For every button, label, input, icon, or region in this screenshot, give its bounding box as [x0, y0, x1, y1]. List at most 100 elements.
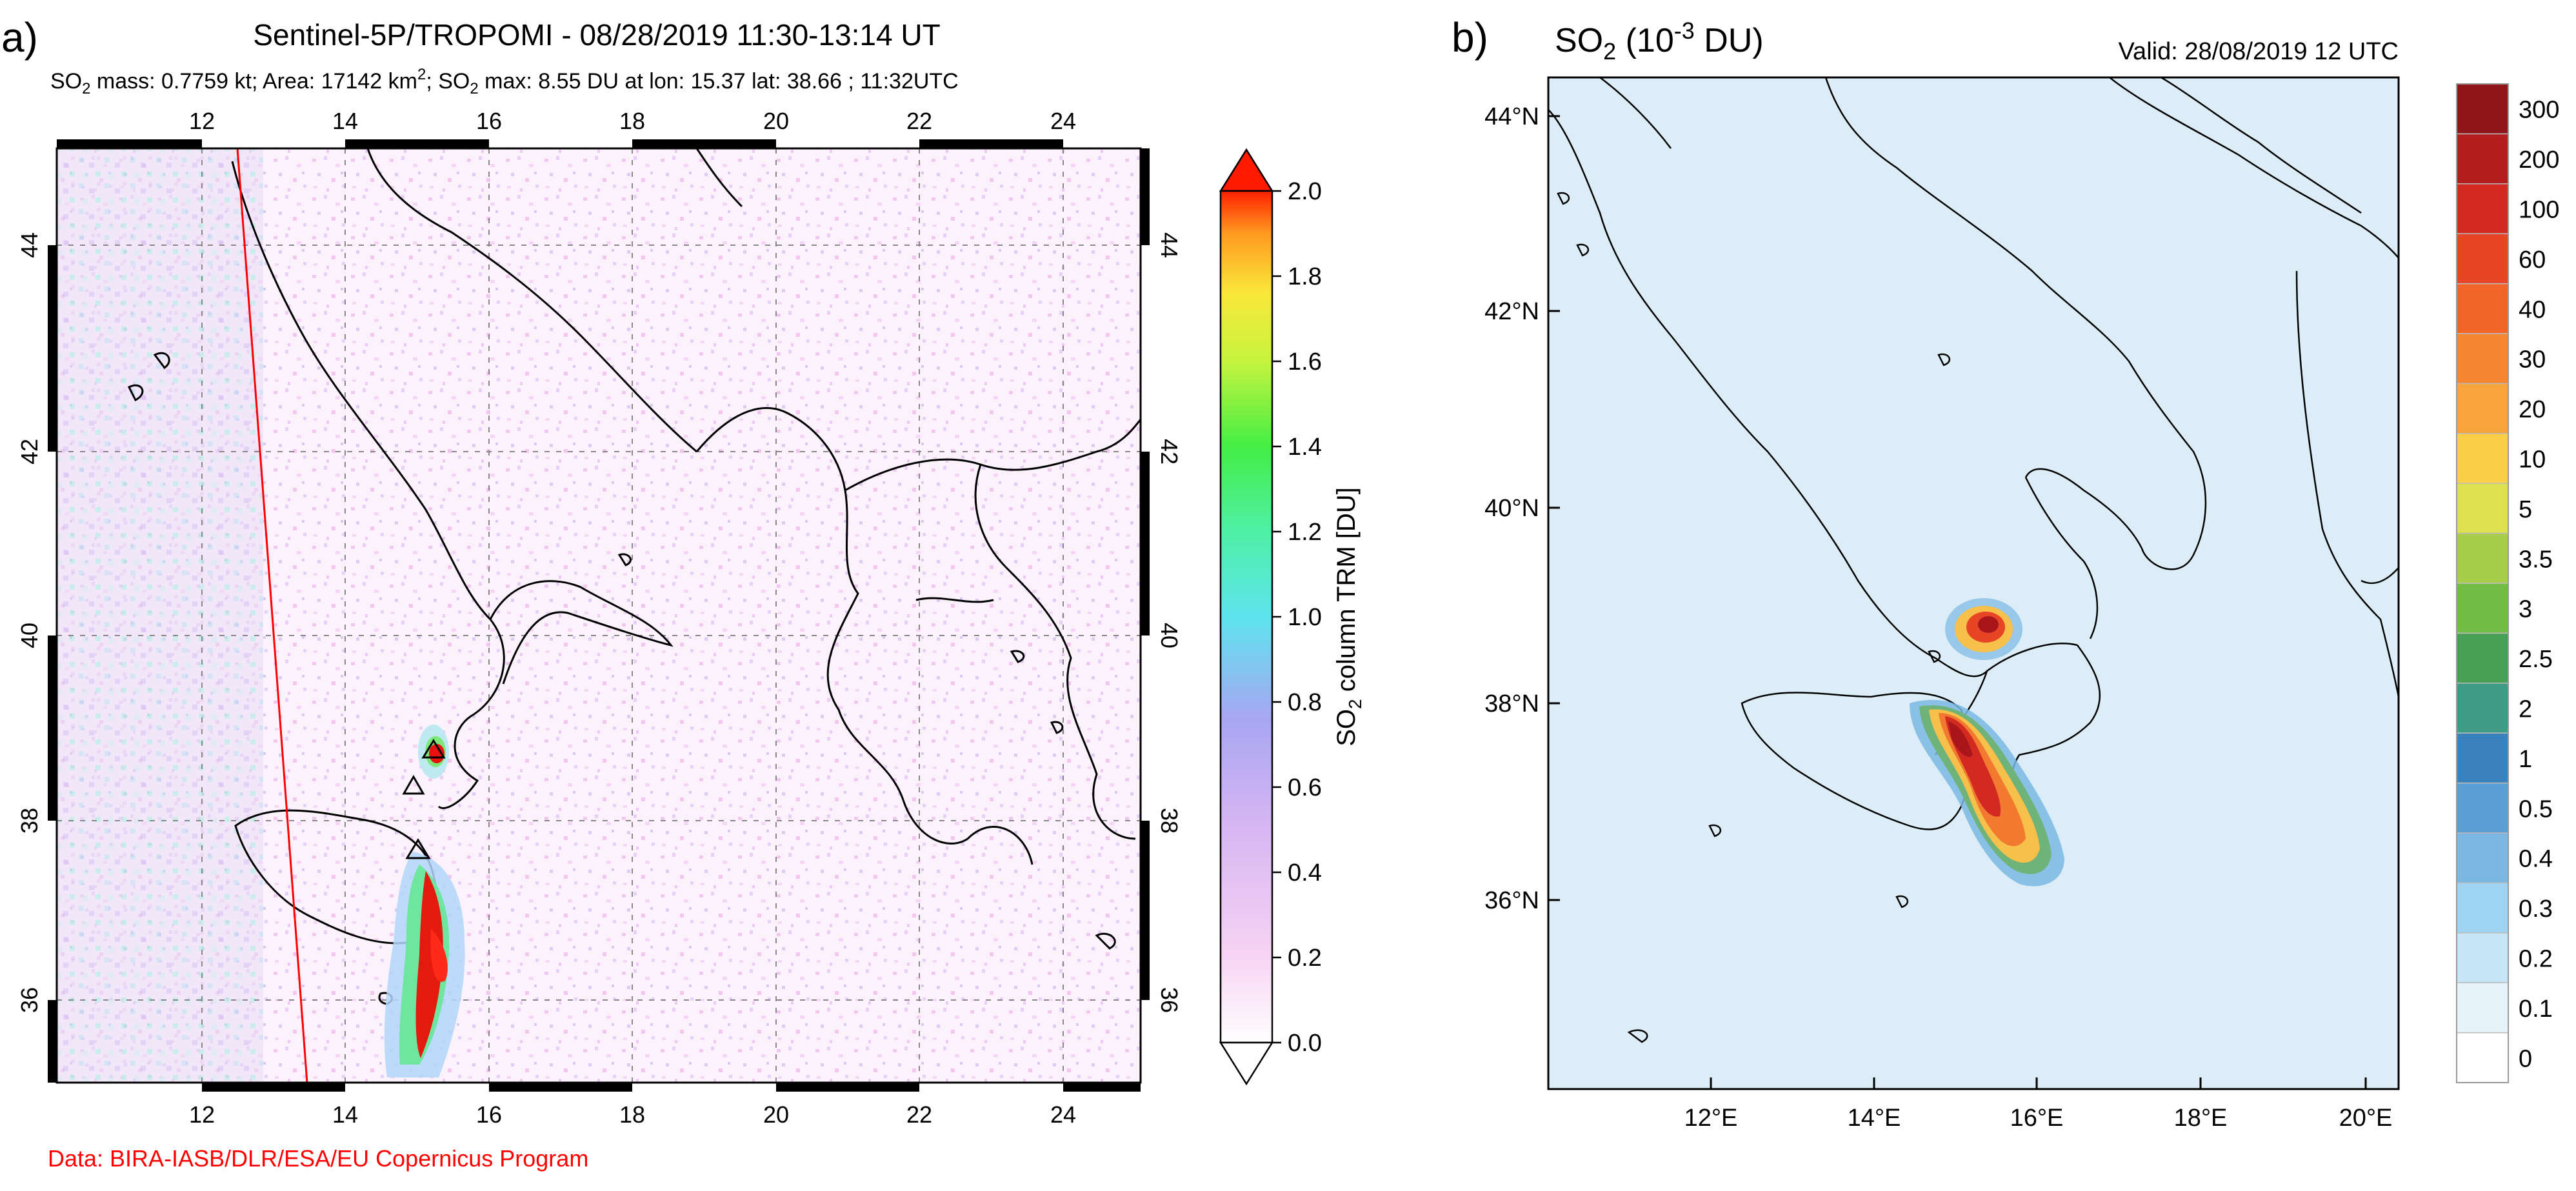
colorbar-a-tick-label: 1.2 [1288, 519, 1322, 546]
colorbar-b-label: 0.1 [2519, 996, 2553, 1023]
colorbar-b-label: 60 [2519, 246, 2546, 274]
colorbar-b-swatch [2456, 183, 2509, 234]
map-b-coastlines [1548, 77, 2399, 1043]
svg-text:36: 36 [16, 987, 43, 1013]
colorbar-b-label: 0.2 [2519, 946, 2553, 973]
svg-text:40°N: 40°N [1484, 495, 1539, 522]
map-a-coastlines [127, 148, 1141, 1005]
map-b-so2-plume-stromboli [1945, 598, 2022, 660]
map-b-sea [1548, 77, 2399, 1089]
colorbar-a-tick-label: 0.6 [1288, 774, 1322, 801]
svg-text:44: 44 [16, 232, 43, 258]
colorbar-b-swatch [2456, 83, 2509, 135]
colorbar-b-label: 5 [2519, 496, 2532, 523]
svg-text:16: 16 [476, 108, 502, 134]
colorbar-b-label: 20 [2519, 396, 2546, 423]
map-a-border-bars [48, 139, 1150, 1092]
colorbar-a-top-arrow [1219, 148, 1274, 192]
svg-text:20°E: 20°E [2339, 1105, 2393, 1132]
stromboli-volcano-marker [421, 739, 446, 759]
map-a-lon-ticks-bottom: 12 14 16 18 20 22 24 [189, 1101, 1076, 1128]
colorbar-b-swatch [2456, 732, 2509, 784]
map-a-orbit-track [236, 148, 308, 1083]
colorbar-b-label: 10 [2519, 446, 2546, 474]
vulcano-volcano-marker [402, 774, 425, 795]
svg-text:12°E: 12°E [1684, 1105, 1738, 1132]
svg-text:22: 22 [906, 1101, 932, 1128]
svg-text:20: 20 [763, 1101, 789, 1128]
colorbar-b-label: 0 [2519, 1045, 2532, 1072]
map-a-lat-ticks-left: 36 38 40 42 44 [16, 232, 43, 1013]
svg-text:40: 40 [1156, 623, 1183, 648]
svg-text:20: 20 [763, 108, 789, 134]
svg-text:22: 22 [906, 108, 932, 134]
colorbar-b-label: 300 [2519, 97, 2559, 124]
colorbar-b-swatch [2456, 632, 2509, 684]
colorbar-b-label: 0.3 [2519, 896, 2553, 923]
map-a-so2-plume-south [384, 852, 465, 1077]
map-b [1548, 77, 2399, 1089]
panel-b-label: b) [1452, 14, 1488, 61]
svg-text:16: 16 [476, 1101, 502, 1128]
colorbar-b-swatch [2456, 233, 2509, 285]
colorbar-b-label: 1 [2519, 746, 2532, 773]
svg-text:18°E: 18°E [2174, 1105, 2228, 1132]
svg-text:40: 40 [16, 623, 43, 648]
map-b-tick-marks [1548, 115, 2367, 1089]
colorbar-a-tick-label: 0.0 [1288, 1030, 1322, 1057]
colorbar-a-tick-label: 0.8 [1288, 689, 1322, 716]
colorbar-b-swatch [2456, 583, 2509, 634]
colorbar-b-label: 100 [2519, 197, 2559, 224]
colorbar-b-label: 2 [2519, 696, 2532, 723]
map-b-lon-ticks: 12°E 14°E 16°E 18°E 20°E [1684, 1105, 2393, 1132]
colorbar-a-ticks: 0.0 0.2 0.4 0.6 0.8 1.0 1.2 1.4 1.6 1.8 2.0 [1272, 178, 1322, 1057]
map-a [57, 148, 1141, 1083]
colorbar-b-swatch [2456, 283, 2509, 334]
svg-text:18: 18 [619, 108, 645, 134]
colorbar-a-tick-label: 1.0 [1288, 604, 1322, 631]
svg-text:38: 38 [1156, 808, 1183, 834]
colorbar-b-swatch [2456, 782, 2509, 834]
colorbar-b-label: 2.5 [2519, 646, 2553, 673]
svg-text:38: 38 [16, 808, 43, 834]
svg-text:36°N: 36°N [1484, 887, 1539, 914]
map-a-lon-ticks-top: 12 14 16 18 20 22 24 [189, 108, 1076, 134]
panel-a-subtitle: SO2 mass: 0.7759 kt; Area: 17142 km2; SO… [50, 66, 959, 97]
panel-b-valid-time: Valid: 28/08/2019 12 UTC [2119, 38, 2399, 65]
colorbar-b-swatch [2456, 1032, 2509, 1083]
colorbar-a-gradient [1219, 190, 1273, 1044]
map-a-graticule [57, 148, 1141, 1083]
svg-text:42: 42 [16, 439, 43, 465]
svg-text:14: 14 [332, 108, 358, 134]
colorbar-b-frame [2456, 83, 2509, 1083]
svg-text:14: 14 [332, 1101, 358, 1128]
svg-text:24: 24 [1050, 108, 1076, 134]
svg-text:12: 12 [189, 1101, 215, 1128]
colorbar-a-label: SO2 column TRM [DU] [1332, 487, 1365, 746]
colorbar-a-tick-label: 1.4 [1288, 434, 1322, 461]
svg-text:12: 12 [189, 108, 215, 134]
svg-text:38°N: 38°N [1484, 690, 1539, 717]
svg-text:14°E: 14°E [1848, 1105, 1901, 1132]
colorbar-b-swatch [2456, 932, 2509, 983]
colorbar-b-label: 40 [2519, 296, 2546, 323]
colorbar-a-tick-label: 1.8 [1288, 263, 1322, 290]
colorbar-b-swatch [2456, 433, 2509, 484]
panel-a-credit: Data: BIRA-IASB/DLR/ESA/EU Copernicus Pr… [48, 1145, 588, 1172]
colorbar-b-swatch [2456, 333, 2509, 385]
colorbar-a: 0.0 0.2 0.4 0.6 0.8 1.0 1.2 1.4 1.6 1.8 2.0 SO2 co… [1219, 148, 1365, 1086]
map-b-so2-plume-etna [1910, 699, 2064, 886]
svg-text:16°E: 16°E [2010, 1105, 2064, 1132]
svg-text:44: 44 [1156, 232, 1183, 258]
svg-text:24: 24 [1050, 1101, 1076, 1128]
svg-text:18: 18 [619, 1101, 645, 1128]
colorbar-b-swatch [2456, 383, 2509, 434]
colorbar-a-tick-label: 0.4 [1288, 859, 1322, 886]
colorbar-b-swatch [2456, 982, 2509, 1034]
map-a-so2-plume-north [418, 725, 449, 779]
svg-text:44°N: 44°N [1484, 103, 1539, 130]
colorbar-b-label: 0.5 [2519, 796, 2553, 823]
panel-a-title: Sentinel-5P/TROPOMI - 08/28/2019 11:30-1… [253, 18, 940, 52]
map-b-frame [1547, 76, 2400, 1090]
svg-text:36: 36 [1156, 987, 1183, 1013]
